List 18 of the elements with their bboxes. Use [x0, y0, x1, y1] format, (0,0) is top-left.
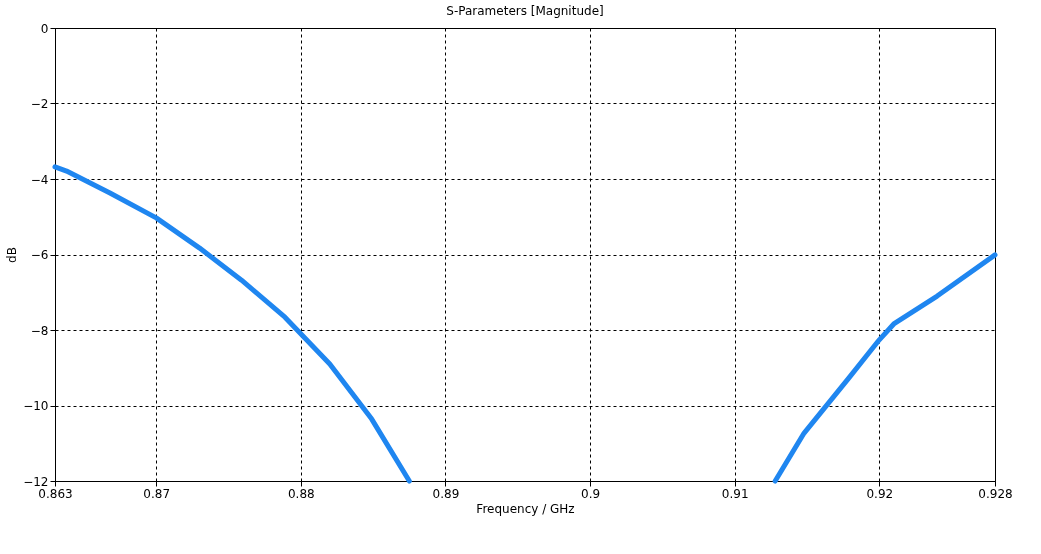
y-axis-title: dB	[5, 247, 20, 263]
y-tick-label: −12	[23, 474, 49, 489]
x-tick-label: 0.91	[721, 486, 749, 501]
chart-title: S-Parameters [Magnitude]	[446, 4, 604, 18]
y-tick-label: −4	[30, 172, 49, 187]
y-tick-label: 0	[40, 21, 49, 36]
y-tick-label: −10	[23, 399, 49, 413]
x-tick-label: 0.863	[38, 486, 73, 501]
x-tick-label: 0.89	[432, 486, 460, 501]
x-tick-label: 0.92	[866, 486, 894, 501]
y-tick-label: −8	[30, 323, 49, 338]
y-tick-label: −6	[30, 248, 49, 262]
x-tick-label: 0.928	[978, 486, 1013, 501]
y-tick-label: −2	[30, 97, 49, 111]
x-tick-label: 0.88	[287, 486, 315, 501]
x-tick-label: 0.87	[143, 486, 171, 501]
x-tick-label: 0.9	[581, 486, 601, 501]
x-axis-title: Frequency / GHz	[476, 501, 575, 516]
